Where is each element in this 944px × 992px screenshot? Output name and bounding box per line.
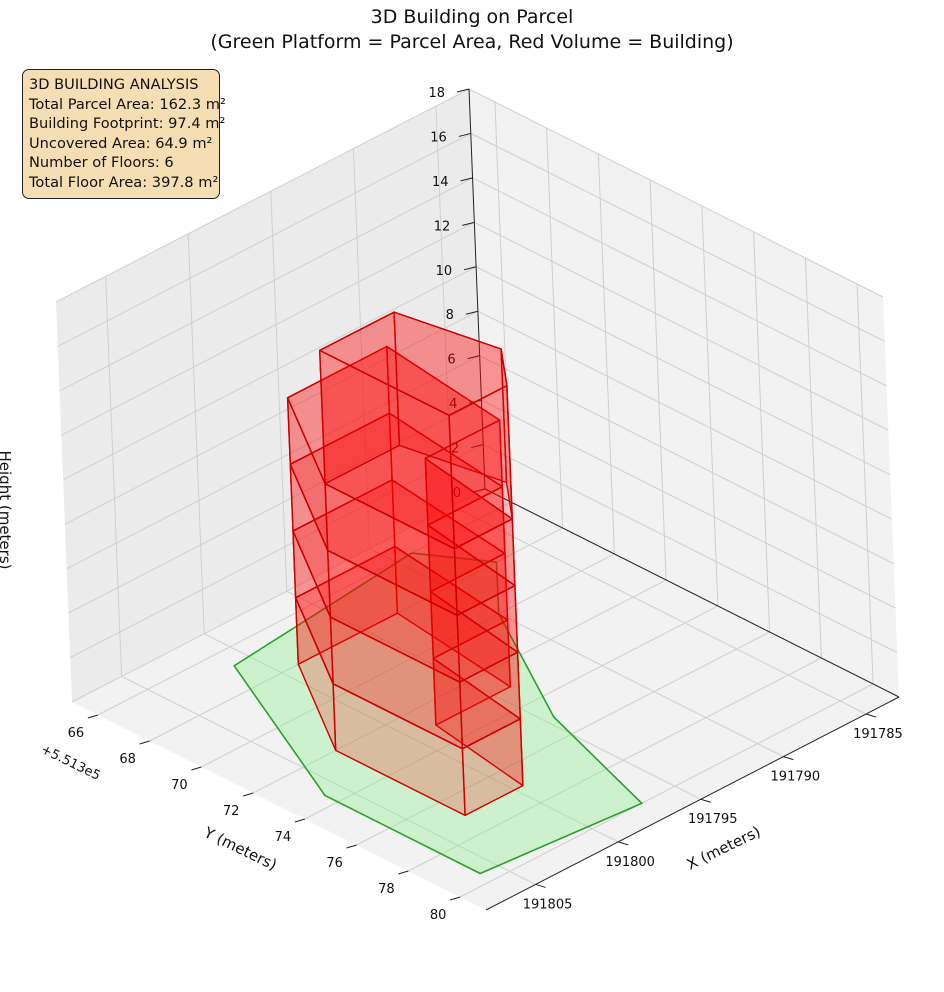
- x-tick-label-2: 191795: [688, 812, 738, 827]
- x-axis-label: X (meters): [684, 822, 764, 873]
- z-tick-label-0: 0: [453, 486, 461, 501]
- z-tick-label-6: 12: [434, 219, 451, 234]
- y-tick-label-6: 78: [378, 882, 395, 897]
- back-pane-x: [469, 89, 899, 697]
- z-tick-3: [467, 355, 480, 360]
- x-tick-label-4: 191805: [523, 897, 573, 912]
- building-layer: [286, 311, 524, 817]
- z-tick-1: [471, 444, 484, 449]
- chart-subtitle: (Green Platform = Parcel Area, Red Volum…: [210, 31, 734, 53]
- y-offset-label: +5.513e5: [38, 742, 102, 784]
- z-tick-label-2: 4: [449, 397, 457, 412]
- y-tick-label-4: 74: [275, 830, 292, 845]
- tick-marks: 1917851917901917951918001918056668707274…: [68, 86, 903, 923]
- x-tick-4: [535, 883, 546, 888]
- y-tick-6: [398, 870, 409, 875]
- z-tick-label-7: 14: [432, 175, 449, 190]
- x-tick-1: [783, 756, 794, 761]
- z-tick-9: [456, 88, 470, 93]
- chart-title: 3D Building on Parcel: [370, 6, 574, 28]
- x-tick-3: [618, 841, 629, 846]
- y-tick-7: [449, 896, 461, 901]
- info-heading: 3D BUILDING ANALYSIS: [29, 76, 199, 93]
- z-tick-8: [458, 132, 471, 137]
- z-tick-label-1: 2: [451, 442, 459, 457]
- x-tick-label-0: 191785: [853, 727, 903, 742]
- floor-4-top: [286, 345, 513, 550]
- analysis-info-box: 3D BUILDING ANALYSIS Total Parcel Area: …: [22, 69, 226, 199]
- z-tick-label-5: 10: [436, 264, 453, 279]
- x-tick-label-3: 191800: [605, 855, 655, 870]
- y-tick-label-0: 66: [68, 726, 85, 741]
- y-axis-label: Y (meters): [200, 823, 279, 874]
- y-tick-2: [191, 766, 202, 771]
- y-tick-3: [242, 792, 254, 797]
- y-tick-label-5: 76: [326, 856, 343, 871]
- x-tick-2: [700, 798, 711, 803]
- y-tick-label-2: 70: [171, 778, 188, 793]
- x-axis-line: [485, 696, 900, 911]
- y-tick-4: [294, 818, 306, 823]
- z-tick-label-3: 6: [447, 353, 455, 368]
- y-tick-1: [139, 740, 150, 745]
- info-number-of-floors: Number of Floors: 6: [29, 154, 174, 172]
- z-tick-0: [472, 488, 486, 493]
- x-tick-0: [865, 713, 877, 718]
- info-parcel-area: Total Parcel Area: 162.3 m²: [29, 95, 226, 113]
- x-tick-label-1: 191790: [771, 770, 821, 785]
- z-tick-7: [460, 177, 473, 182]
- parcel-polygon: [233, 552, 644, 875]
- z-axis-line: [468, 88, 486, 490]
- info-uncovered-area: Uncovered Area: 64.9 m²: [29, 134, 213, 152]
- z-tick-label-8: 16: [430, 130, 447, 145]
- back-pane-y: [56, 89, 485, 702]
- y-tick-label-3: 72: [223, 804, 240, 819]
- info-building-footprint: Building Footprint: 97.4 m²: [29, 115, 226, 133]
- y-tick-label-1: 68: [119, 752, 136, 767]
- z-tick-6: [462, 221, 475, 226]
- z-tick-5: [463, 266, 477, 271]
- y-axis-line: [484, 488, 900, 698]
- info-total-floor-area: Total Floor Area: 397.8 m²: [29, 173, 219, 191]
- z-axis-label: Height (meters): [0, 451, 14, 570]
- parcel-layer: [233, 552, 644, 875]
- y-tick-0: [87, 714, 99, 719]
- z-tick-4: [465, 310, 479, 315]
- y-tick-label-7: 80: [430, 908, 447, 923]
- axis-lines: [468, 88, 900, 911]
- y-tick-5: [346, 844, 357, 849]
- z-tick-label-9: 18: [428, 86, 445, 101]
- upper-tower-top: [319, 311, 508, 417]
- z-tick-label-4: 8: [446, 308, 454, 323]
